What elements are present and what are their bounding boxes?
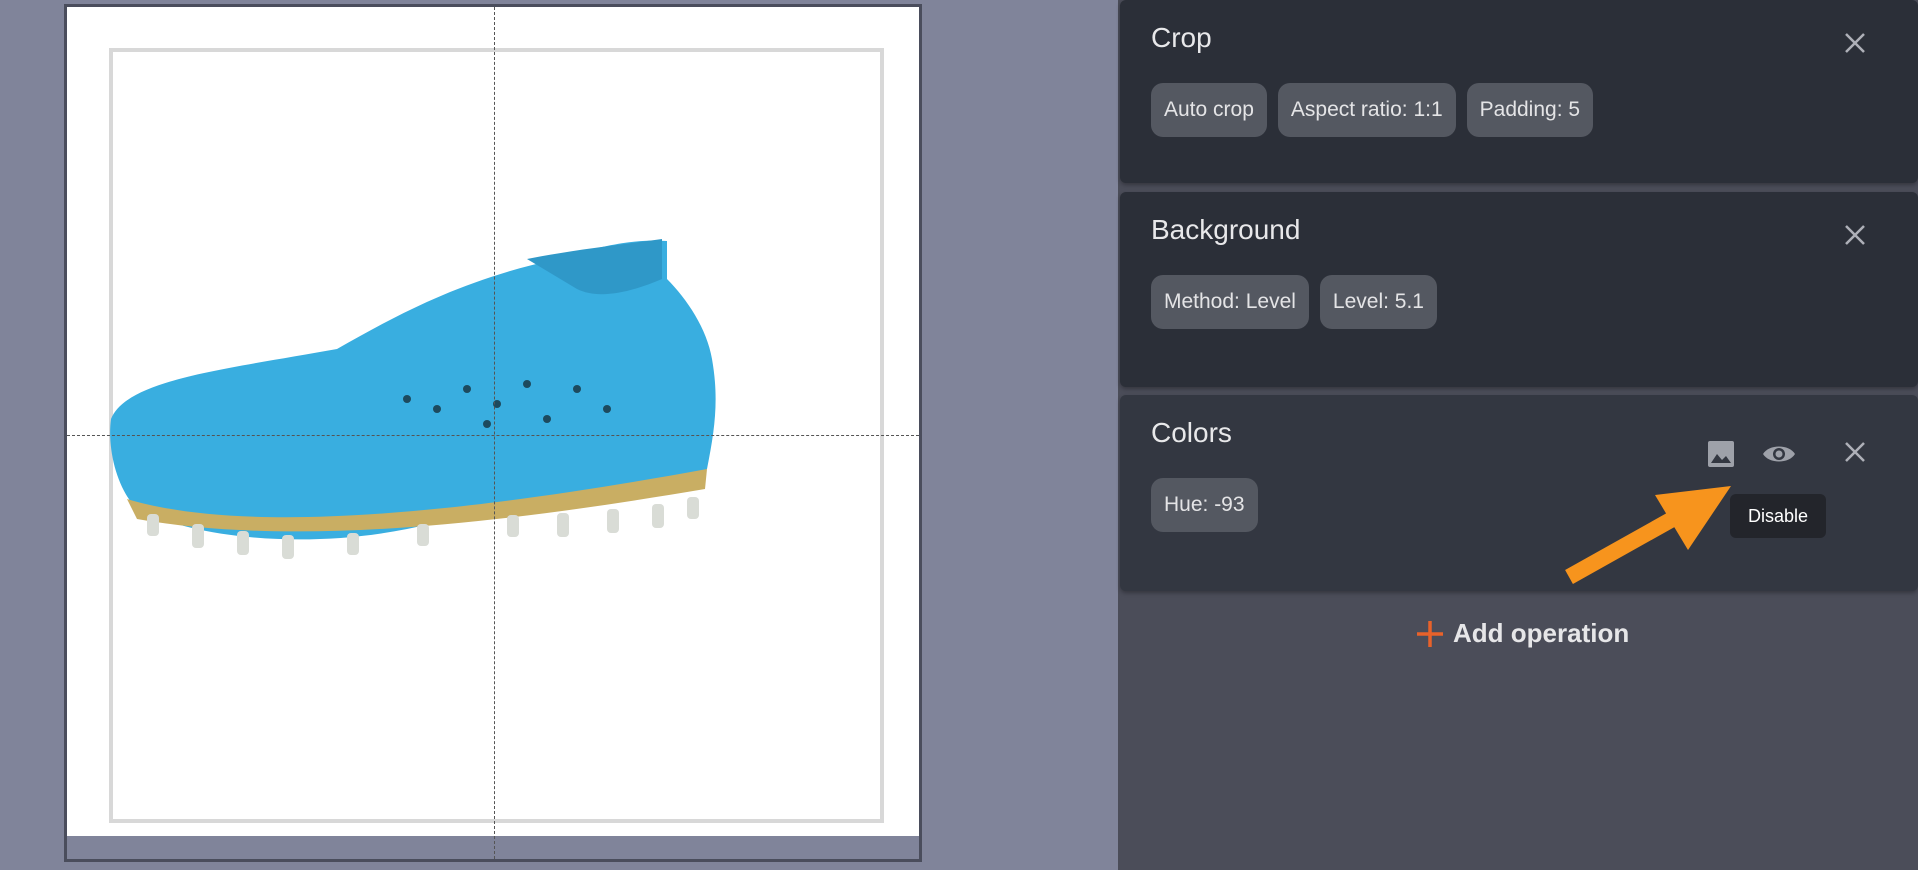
image-preview bbox=[67, 7, 919, 836]
operation-card-background: Background Method: Level Level: 5.1 bbox=[1120, 192, 1918, 387]
chip-padding[interactable]: Padding: 5 bbox=[1466, 83, 1594, 137]
close-icon[interactable] bbox=[1840, 437, 1870, 467]
image-canvas[interactable] bbox=[64, 4, 922, 862]
card-title: Colors bbox=[1151, 417, 1232, 448]
close-icon[interactable] bbox=[1840, 220, 1870, 250]
chip-auto-crop[interactable]: Auto crop bbox=[1151, 83, 1267, 137]
image-icon[interactable] bbox=[1706, 439, 1736, 474]
operation-card-crop: Crop Auto crop Aspect ratio: 1:1 Padding… bbox=[1120, 0, 1918, 183]
eye-icon[interactable] bbox=[1761, 441, 1797, 472]
vertical-guide bbox=[494, 7, 495, 859]
shoe-image bbox=[110, 239, 716, 559]
card-title: Background bbox=[1151, 214, 1301, 245]
tooltip: Disable bbox=[1730, 494, 1826, 538]
chip-level[interactable]: Level: 5.1 bbox=[1319, 275, 1437, 329]
add-operation-button[interactable]: Add operation bbox=[1415, 618, 1629, 649]
horizontal-guide bbox=[67, 435, 919, 436]
chip-hue[interactable]: Hue: -93 bbox=[1151, 478, 1258, 532]
plus-icon bbox=[1417, 620, 1443, 647]
card-title: Crop bbox=[1151, 22, 1212, 53]
add-operation-label: Add operation bbox=[1453, 618, 1630, 648]
chip-method[interactable]: Method: Level bbox=[1151, 275, 1309, 329]
cleats bbox=[147, 497, 699, 559]
operations-panel: Crop Auto crop Aspect ratio: 1:1 Padding… bbox=[1118, 0, 1918, 870]
operation-card-colors: Colors Hue: -93 bbox=[1120, 395, 1918, 591]
close-icon[interactable] bbox=[1840, 28, 1870, 58]
chip-aspect-ratio[interactable]: Aspect ratio: 1:1 bbox=[1277, 83, 1456, 137]
